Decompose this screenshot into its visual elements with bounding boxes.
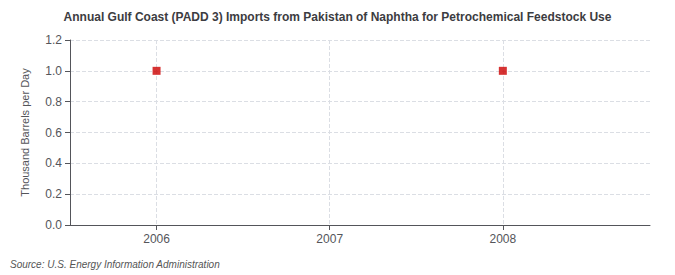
svg-text:0.0: 0.0 bbox=[45, 218, 62, 232]
svg-text:0.8: 0.8 bbox=[45, 95, 62, 109]
svg-text:1.0: 1.0 bbox=[45, 64, 62, 78]
svg-text:2007: 2007 bbox=[316, 232, 343, 246]
svg-text:0.4: 0.4 bbox=[45, 156, 62, 170]
svg-text:Thousand Barrels per Day: Thousand Barrels per Day bbox=[19, 68, 31, 197]
svg-text:2008: 2008 bbox=[489, 232, 516, 246]
svg-text:1.2: 1.2 bbox=[45, 33, 62, 47]
svg-text:Source: U.S. Energy Informatio: Source: U.S. Energy Information Administ… bbox=[10, 259, 220, 270]
svg-text:2006: 2006 bbox=[143, 232, 170, 246]
svg-text:0.2: 0.2 bbox=[45, 187, 62, 201]
svg-text:Annual Gulf Coast (PADD 3) Imp: Annual Gulf Coast (PADD 3) Imports from … bbox=[64, 10, 612, 24]
svg-text:0.6: 0.6 bbox=[45, 126, 62, 140]
